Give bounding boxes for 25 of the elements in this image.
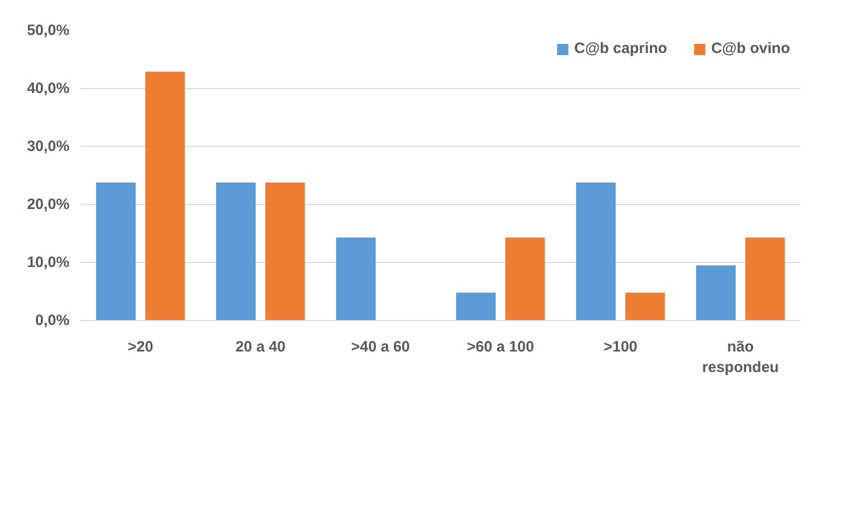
bar — [625, 292, 665, 320]
bar — [505, 238, 545, 320]
x-tick-label: 20 a 40 — [235, 338, 286, 356]
bar — [745, 238, 785, 320]
bar — [96, 182, 136, 320]
bar — [265, 182, 305, 320]
bar — [336, 238, 376, 320]
bar — [576, 182, 616, 320]
bar — [456, 292, 496, 320]
y-tick-label: 30,0% — [26, 138, 70, 155]
x-tick-label: >20 — [128, 338, 154, 356]
x-tick-label: >40 a 60 — [351, 338, 410, 356]
x-tick-label: >60 a 100 — [466, 338, 534, 356]
y-tick-label: 0,0% — [35, 312, 70, 329]
y-tick-label: 20,0% — [26, 196, 70, 213]
bar — [216, 182, 256, 320]
bar — [145, 72, 185, 320]
y-tick-label: 50,0% — [26, 22, 70, 39]
y-tick-label: 10,0% — [26, 254, 70, 271]
bar — [696, 265, 736, 320]
x-tick-label: não respondeu — [702, 338, 779, 376]
y-tick-label: 40,0% — [26, 80, 70, 97]
legend-label: C@b ovino — [711, 40, 790, 57]
legend-label: C@b caprino — [574, 40, 668, 57]
x-tick-label: >100 — [604, 338, 638, 356]
